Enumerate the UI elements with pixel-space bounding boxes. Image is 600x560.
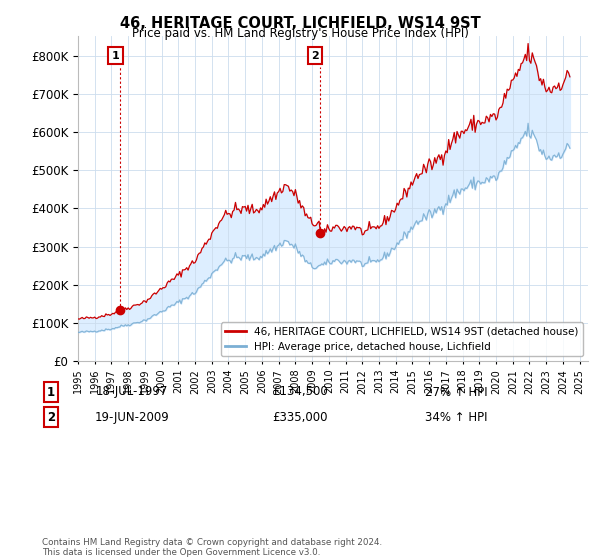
Text: 2: 2	[47, 410, 55, 424]
Text: £134,500: £134,500	[272, 385, 328, 399]
Text: 1: 1	[112, 50, 119, 60]
Text: 19-JUN-2009: 19-JUN-2009	[95, 410, 169, 424]
Text: 27% ↑ HPI: 27% ↑ HPI	[425, 385, 487, 399]
Text: 2: 2	[311, 50, 319, 60]
Text: Price paid vs. HM Land Registry's House Price Index (HPI): Price paid vs. HM Land Registry's House …	[131, 27, 469, 40]
Text: Contains HM Land Registry data © Crown copyright and database right 2024.
This d: Contains HM Land Registry data © Crown c…	[42, 538, 382, 557]
Text: 46, HERITAGE COURT, LICHFIELD, WS14 9ST: 46, HERITAGE COURT, LICHFIELD, WS14 9ST	[119, 16, 481, 31]
Text: 1: 1	[47, 385, 55, 399]
Text: 34% ↑ HPI: 34% ↑ HPI	[425, 410, 487, 424]
Text: 18-JUL-1997: 18-JUL-1997	[96, 385, 168, 399]
Legend: 46, HERITAGE COURT, LICHFIELD, WS14 9ST (detached house), HPI: Average price, de: 46, HERITAGE COURT, LICHFIELD, WS14 9ST …	[221, 323, 583, 356]
Text: £335,000: £335,000	[272, 410, 328, 424]
